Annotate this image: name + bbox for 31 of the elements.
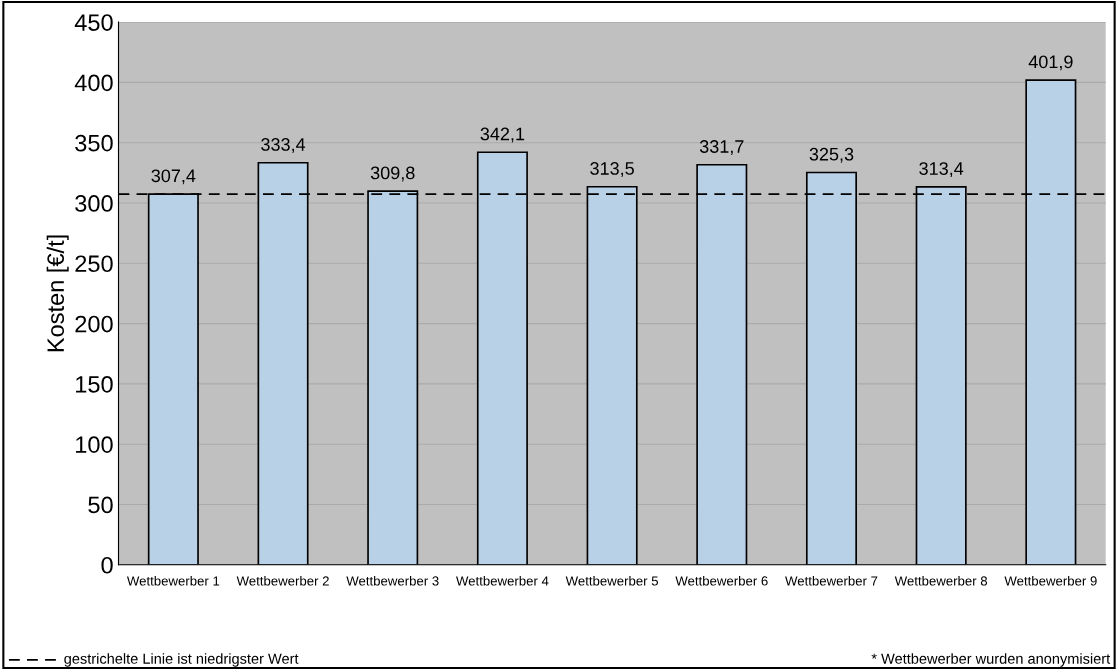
data-label: 313,5 <box>590 162 634 177</box>
y-axis-title: Kosten [€/t] <box>46 235 69 352</box>
data-label: 333,4 <box>261 138 306 153</box>
x-tick-label: Wettbewerber 3 <box>346 575 439 586</box>
text: * Wettbewerber wurden anonymisiert <box>871 653 1111 667</box>
y-tick-label: 150 <box>76 375 113 393</box>
y-tick-label: 400 <box>74 74 113 92</box>
y-tick-label: 200 <box>75 315 113 333</box>
data-label: 313,4 <box>919 162 964 178</box>
x-tick-label: Wettbewerber 7 <box>785 575 878 586</box>
y-tick-label: 250 <box>75 255 113 273</box>
x-tick-label: Wettbewerber 4 <box>456 575 549 586</box>
data-label: 401,9 <box>1028 55 1073 71</box>
y-tick-label: 50 <box>88 496 113 514</box>
legend-label: gestrichelte Linie ist niedrigster Wert <box>64 653 299 667</box>
x-tick-label: Wettbewerber 8 <box>894 575 988 586</box>
x-tick-label: Wettbewerber 1 <box>126 575 220 586</box>
data-label: 307,4 <box>151 169 196 185</box>
x-tick-label: Wettbewerber 9 <box>1004 575 1097 586</box>
x-tick-label: Wettbewerber 2 <box>236 575 329 586</box>
y-tick-label: 350 <box>75 134 113 152</box>
x-tick-label: Wettbewerber 6 <box>675 575 768 586</box>
data-label: 342,1 <box>480 127 525 143</box>
y-tick-label: 300 <box>75 195 113 212</box>
data-label: 325,3 <box>809 147 854 163</box>
y-tick-label: 0 <box>101 556 113 574</box>
y-tick-label: 450 <box>74 14 113 31</box>
data-label: 331,7 <box>699 140 744 156</box>
x-tick-label: Wettbewerber 5 <box>565 575 659 586</box>
data-label: 309,8 <box>370 166 415 182</box>
y-tick-label: 100 <box>76 436 113 453</box>
